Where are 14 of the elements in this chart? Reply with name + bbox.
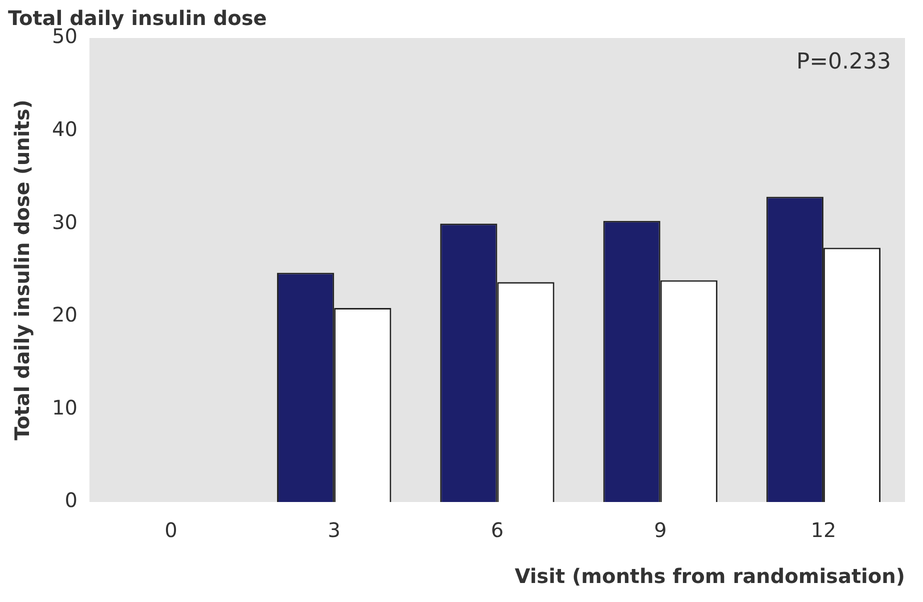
y-tick-label: 50	[52, 24, 78, 48]
y-tick-label: 30	[52, 210, 78, 234]
x-tick-label: 9	[654, 518, 667, 542]
x-tick-label: 12	[810, 518, 836, 542]
y-tick-label: 40	[52, 117, 78, 142]
y-tick-label: 0	[64, 488, 78, 512]
annotation: P=0.233	[796, 50, 891, 75]
x-tick-label: 6	[490, 518, 504, 542]
x-tick-label: 3	[328, 518, 340, 542]
x-tick-label: 0	[164, 518, 178, 542]
x-axis-title: Visit (months from randomisation)	[514, 564, 905, 588]
y-axis-title: Total daily insulin dose (units)	[10, 100, 34, 440]
y-tick-label: 20	[52, 302, 78, 327]
y-tick-label: 10	[52, 395, 78, 420]
